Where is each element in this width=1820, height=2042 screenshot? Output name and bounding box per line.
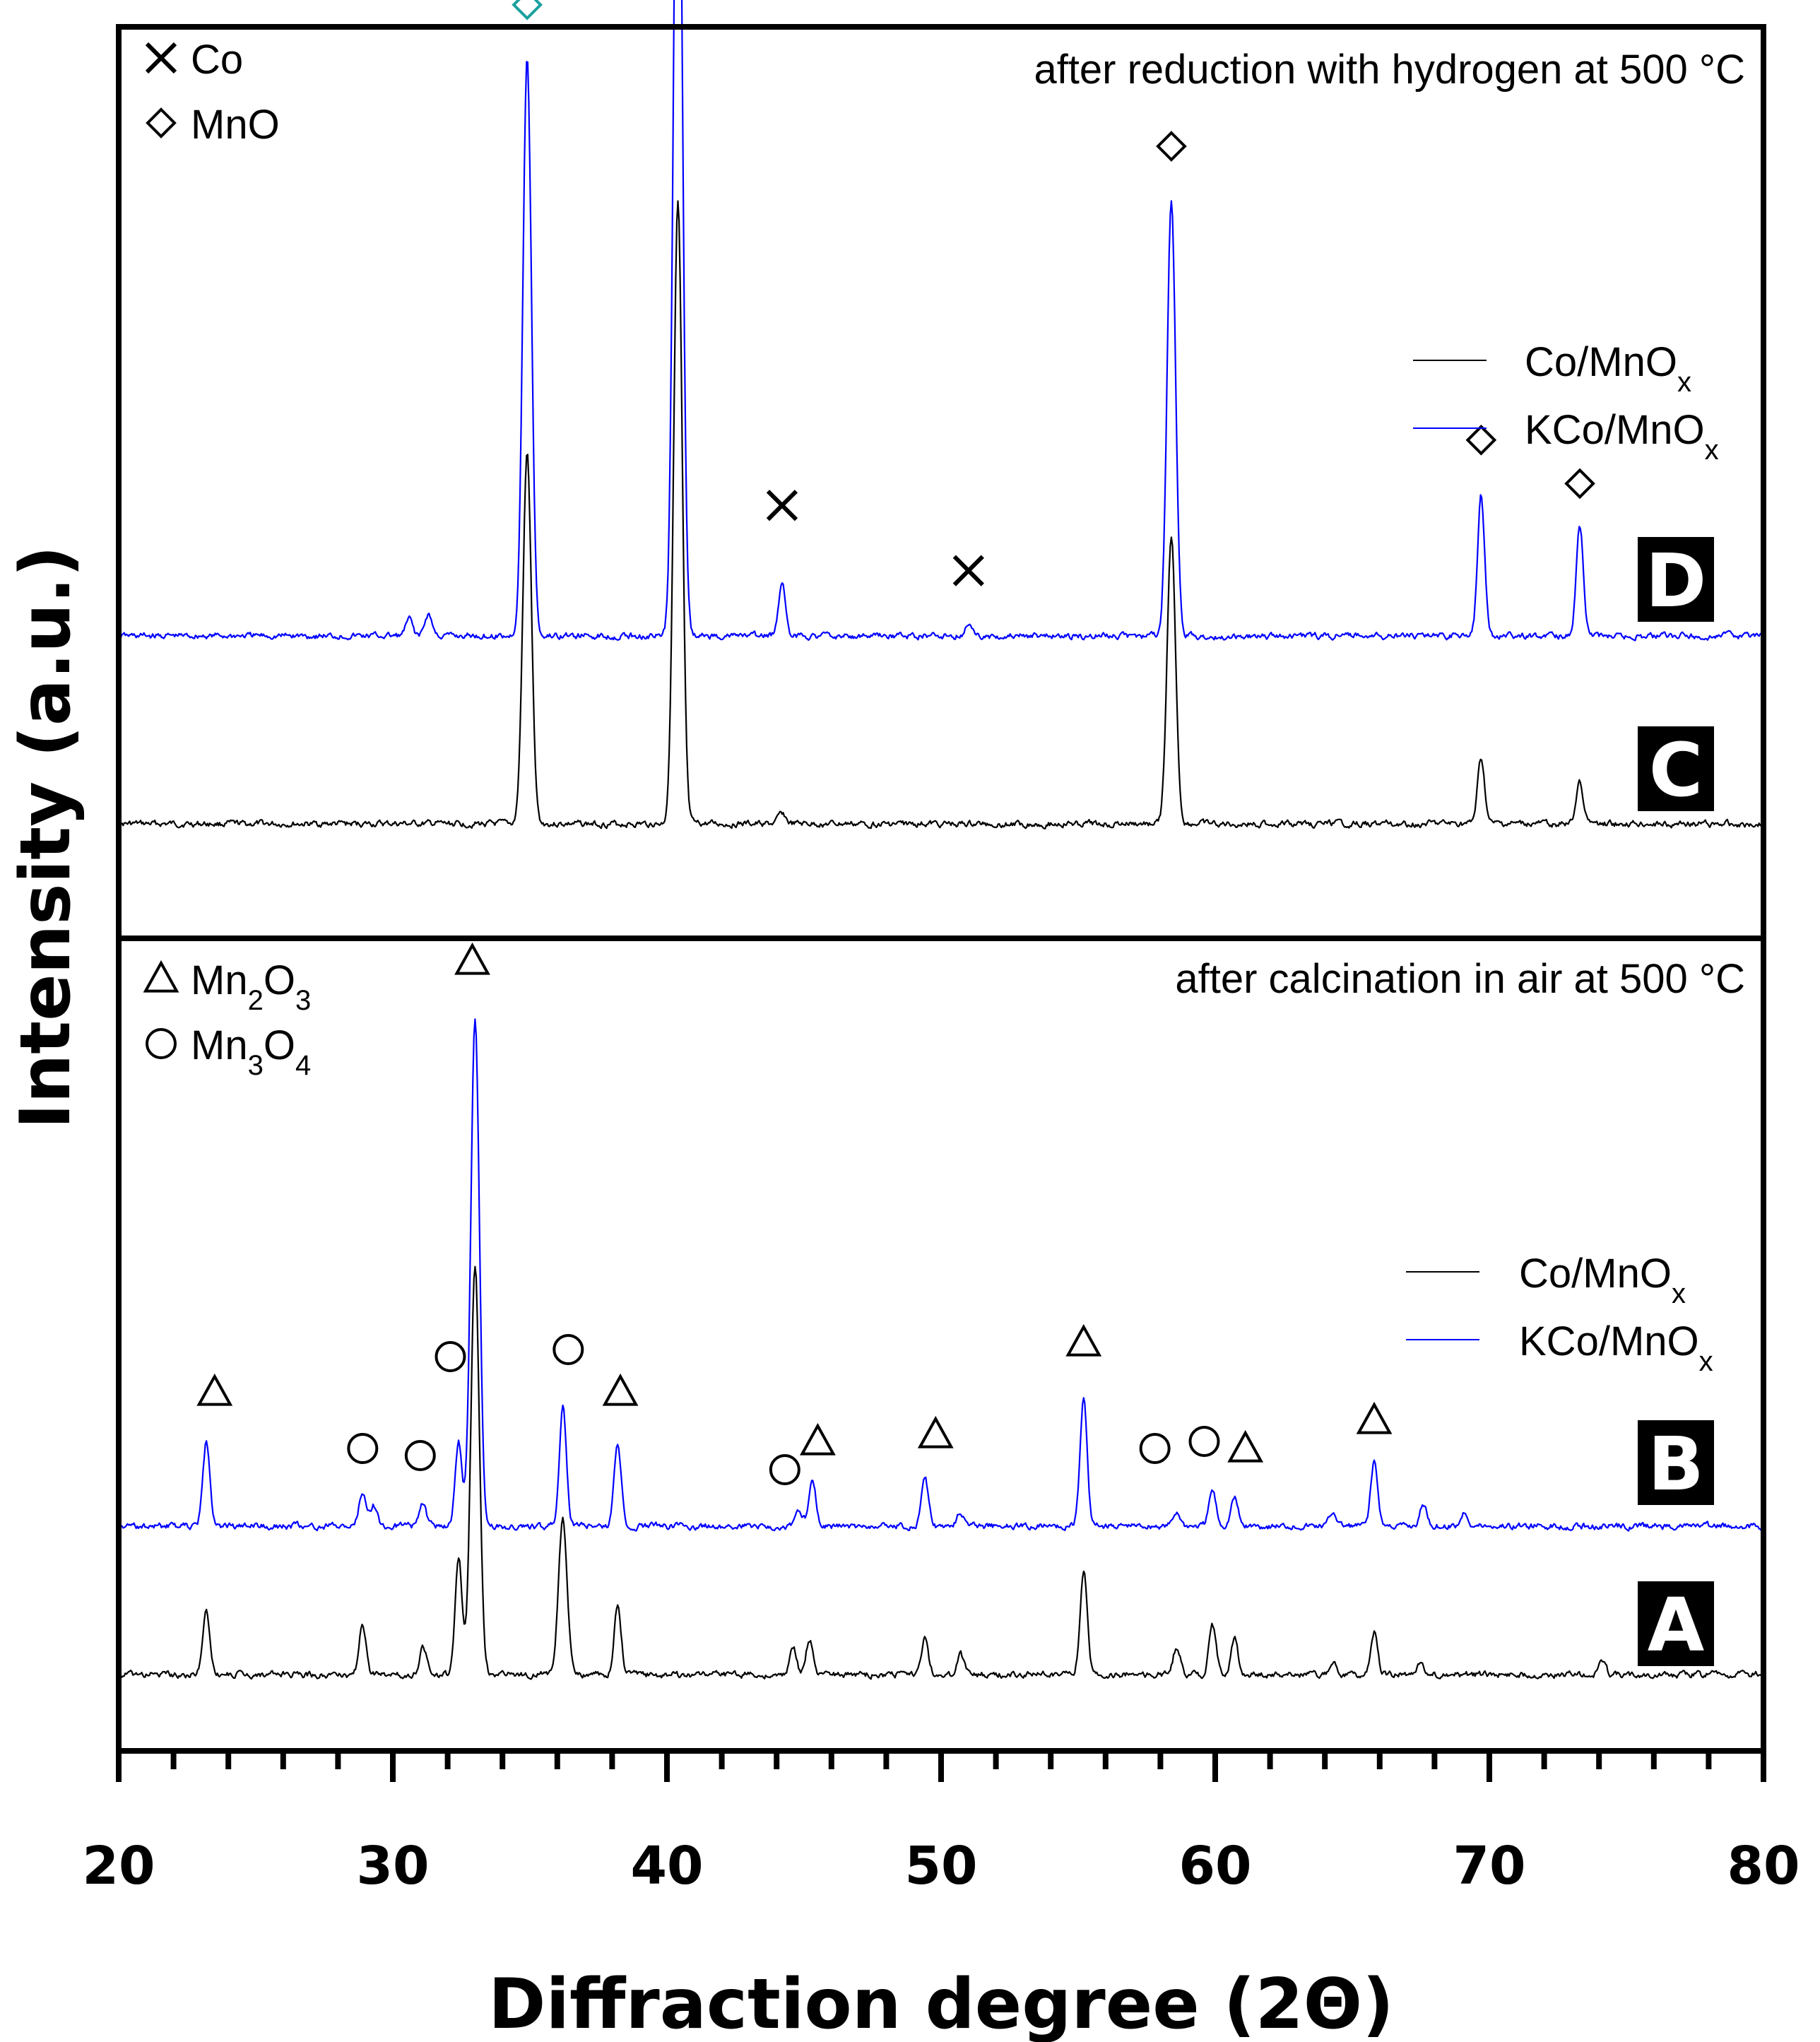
trace-d: [118, 0, 1764, 642]
circle-marker-icon: [552, 1334, 584, 1365]
triangle-marker-icon: [1065, 1323, 1102, 1357]
diamond-marker-icon: [1564, 468, 1595, 500]
circle-marker-icon: [435, 1341, 466, 1372]
circle-marker-icon: [1188, 1426, 1220, 1457]
x-tick-label: 80: [1727, 1836, 1800, 1896]
circle-marker-icon: [769, 1454, 800, 1485]
phase-legend-label: MnO: [191, 102, 280, 148]
x-tick-label: 60: [1179, 1836, 1252, 1896]
triangle-marker-icon: [917, 1415, 954, 1448]
triangle-marker-icon: [602, 1373, 639, 1406]
x-tick-label: 20: [83, 1836, 155, 1896]
x-axis-ticks: 20 30 40 50 60 70 80: [83, 1751, 1800, 1896]
x-tick-label: 30: [357, 1836, 430, 1896]
diamond-marker-icon: [1156, 131, 1187, 162]
badge-a: [1638, 1581, 1714, 1666]
badge-label-c: C: [1649, 727, 1703, 813]
badge-label-b: B: [1648, 1421, 1703, 1507]
cross-marker-icon: [766, 490, 798, 521]
phase-legend-label: Mn3O4: [191, 1022, 311, 1081]
x-tick-label: 50: [905, 1836, 978, 1896]
triangle-marker-icon: [143, 960, 179, 993]
triangle-marker-icon: [1356, 1401, 1393, 1434]
trace-a: [118, 1265, 1765, 1680]
series-legend-label: KCo/MnOx: [1525, 407, 1719, 466]
phase-legend-label: Co: [191, 37, 243, 83]
triangle-marker-icon: [800, 1422, 836, 1456]
panel-annotation: after calcination in air at 500 °C: [1175, 956, 1745, 1002]
trace-b: [118, 1018, 1764, 1532]
diamond-marker-icon: [512, 0, 543, 20]
phase-legend-label: Mn2O3: [191, 957, 311, 1016]
circle-marker-icon: [347, 1433, 379, 1464]
badge-label-a: A: [1648, 1582, 1705, 1668]
circle-marker-icon: [404, 1440, 436, 1471]
plot-frame: [116, 24, 1766, 1754]
badge-b: [1638, 1420, 1714, 1505]
diamond-marker-icon: [1465, 424, 1497, 456]
y-axis-title: Intensity (a.u.): [6, 545, 86, 1129]
series-legend-label: Co/MnOx: [1519, 1251, 1686, 1309]
badge-c: [1638, 726, 1714, 811]
diamond-marker-icon: [146, 107, 177, 138]
x-tick-label: 70: [1453, 1836, 1526, 1896]
series-legend-label: KCo/MnOx: [1519, 1318, 1713, 1377]
x-axis-title: Diffraction degree (2Θ): [488, 1964, 1394, 2042]
trace-c: [118, 200, 1764, 830]
panel-annotation: after reduction with hydrogen at 500 °C: [1034, 47, 1745, 93]
circle-marker-icon: [146, 1028, 177, 1059]
cross-marker-icon: [145, 42, 177, 74]
x-tick-label: 40: [631, 1836, 704, 1896]
triangle-marker-icon: [454, 942, 490, 975]
circle-marker-icon: [1139, 1433, 1171, 1464]
badge-label-d: D: [1645, 538, 1706, 624]
cross-marker-icon: [952, 555, 984, 586]
badge-d: [1638, 537, 1714, 622]
triangle-marker-icon: [1227, 1429, 1264, 1463]
triangle-marker-icon: [196, 1373, 233, 1406]
series-legend-label: Co/MnOx: [1525, 339, 1691, 398]
